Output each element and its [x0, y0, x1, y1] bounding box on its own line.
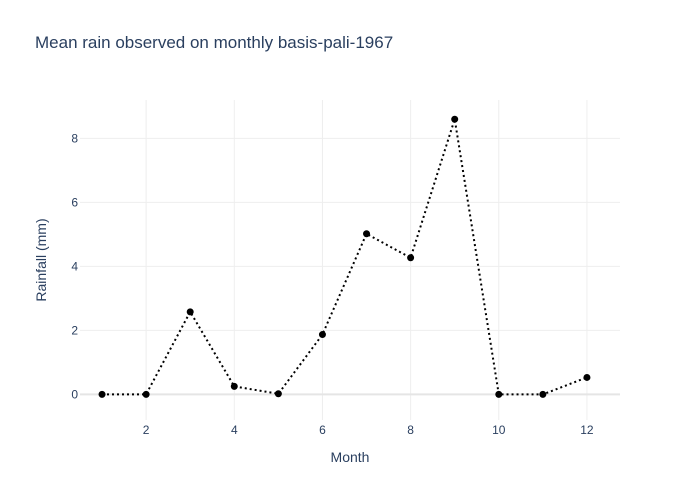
y-tick-label: 0 — [71, 387, 78, 401]
y-tick-label: 6 — [71, 195, 78, 209]
x-tick-label: 2 — [143, 423, 150, 437]
data-point[interactable] — [186, 308, 194, 316]
grid — [80, 100, 620, 420]
data-point[interactable] — [274, 390, 282, 398]
data-point[interactable] — [318, 331, 326, 339]
data-point[interactable] — [407, 254, 415, 262]
x-tick-label: 12 — [580, 423, 594, 437]
data-point[interactable] — [495, 390, 503, 398]
data-point[interactable] — [98, 390, 106, 398]
data-point[interactable] — [142, 390, 150, 398]
rainfall-series-line — [102, 118, 588, 396]
chart-title: Mean rain observed on monthly basis-pali… — [35, 33, 394, 52]
data-points — [98, 115, 591, 398]
x-tick-label: 8 — [407, 423, 414, 437]
x-tick-label: 6 — [319, 423, 326, 437]
data-point[interactable] — [539, 390, 547, 398]
data-point[interactable] — [583, 373, 591, 381]
y-tick-labels: 0 2 4 6 8 — [71, 131, 78, 401]
x-tick-label: 10 — [492, 423, 506, 437]
y-tick-label: 2 — [71, 323, 78, 337]
y-tick-label: 4 — [71, 259, 78, 273]
data-point[interactable] — [451, 115, 459, 123]
data-point[interactable] — [363, 230, 371, 238]
x-tick-labels: 2 4 6 8 10 12 — [143, 423, 594, 437]
series-line-layer — [102, 118, 588, 396]
y-axis-title: Rainfall (mm) — [33, 218, 49, 301]
x-axis-title: Month — [331, 449, 370, 465]
x-tick-label: 4 — [231, 423, 238, 437]
data-point[interactable] — [230, 382, 238, 390]
y-tick-label: 8 — [71, 131, 78, 145]
